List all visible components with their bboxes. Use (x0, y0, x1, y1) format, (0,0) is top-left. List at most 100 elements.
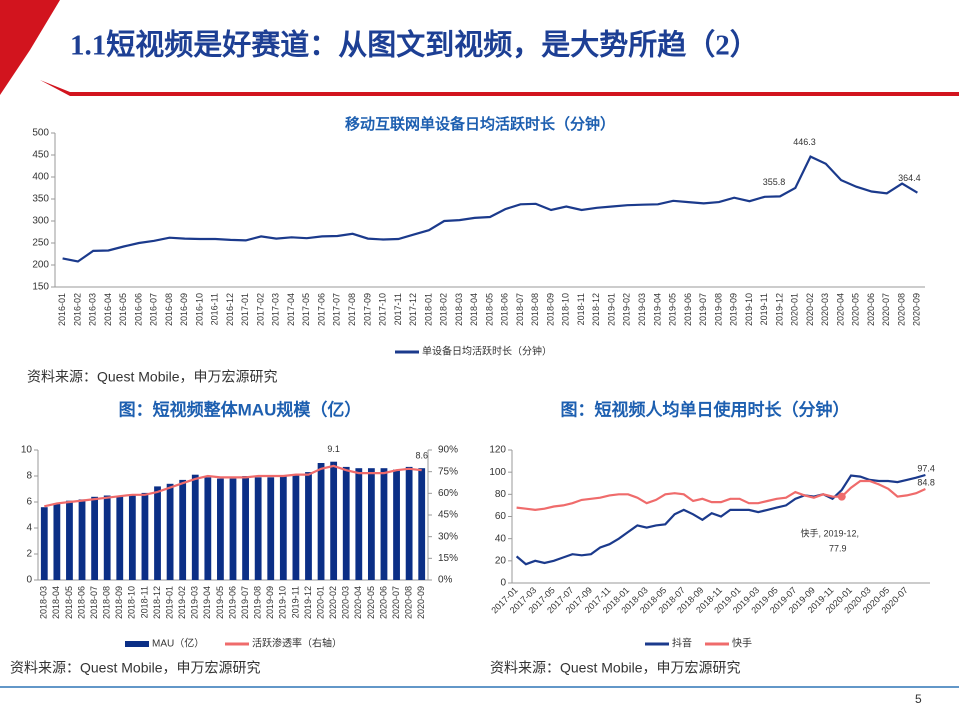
y-tick-label: 15% (438, 553, 458, 564)
x-tick-label: 2019-09 (265, 586, 275, 619)
x-tick-label: 2019-04 (202, 586, 212, 619)
y-tick-label: 500 (32, 128, 49, 139)
x-tick-label: 2017-05 (301, 293, 311, 326)
header-rule (40, 80, 959, 96)
x-tick-label: 2019-10 (278, 586, 288, 619)
bar (254, 477, 262, 580)
x-tick-label: 2019-06 (683, 293, 693, 326)
legend-swatch (125, 641, 149, 647)
chart-title: 移动互联网单设备日均活跃时长（分钟） (345, 115, 615, 133)
legend-label: 单设备日均活跃时长（分钟） (422, 345, 552, 358)
data-label: 84.8 (917, 477, 935, 487)
y-tick-label: 0 (26, 575, 32, 586)
x-tick-label: 2019-11 (290, 586, 300, 618)
highlight-marker (837, 492, 846, 501)
x-tick-label: 2018-12 (591, 293, 601, 326)
x-tick-label: 2018-06 (76, 586, 86, 619)
y-tick-label: 100 (489, 467, 506, 478)
x-tick-label: 2019-07 (240, 586, 250, 619)
source: 资料来源：Quest Mobile，申万宏源研究 (27, 369, 277, 385)
x-tick-label: 2019-05 (215, 586, 225, 619)
bar (91, 496, 99, 580)
source: 资料来源：Quest Mobile，申万宏源研究 (10, 660, 260, 676)
x-tick-label: 2019-12 (303, 586, 313, 619)
x-tick-label: 2016-03 (88, 293, 98, 326)
x-tick-label: 2017-08 (347, 293, 357, 326)
x-tick-label: 2016-08 (164, 293, 174, 326)
x-tick-label: 2018-08 (102, 586, 112, 619)
x-tick-label: 2020-06 (866, 293, 876, 326)
y-tick-label: 150 (32, 282, 49, 293)
x-tick-label: 2019-10 (744, 293, 754, 326)
x-tick-label: 2018-10 (561, 293, 571, 326)
x-tick-label: 2020-09 (912, 293, 922, 326)
slide-title: 1.1短视频是好赛道：从图文到视频，是大势所趋（2） (70, 28, 759, 62)
bar (103, 495, 111, 580)
legend-label: 活跃渗透率（右轴） (252, 637, 342, 650)
x-tick-label: 2018-09 (545, 293, 555, 326)
x-tick-label: 2020-04 (835, 293, 845, 326)
bar (380, 468, 388, 580)
y-tick-label: 45% (438, 510, 458, 521)
line (515, 473, 926, 566)
bar (179, 479, 187, 580)
x-tick-label: 2017-02 (255, 293, 265, 326)
data-label: 355.8 (763, 177, 786, 187)
x-tick-label: 2016-01 (57, 293, 67, 326)
bar (204, 477, 212, 580)
bar (78, 499, 86, 580)
y-tick-label: 200 (32, 260, 49, 271)
x-tick-label: 2018-03 (39, 586, 49, 619)
annotation: 快手, 2019-12, (800, 527, 859, 538)
y-tick-label: 4 (26, 523, 32, 534)
x-tick-label: 2019-08 (713, 293, 723, 326)
bar (330, 461, 338, 580)
y-tick-label: 350 (32, 194, 49, 205)
line (62, 155, 918, 263)
line (44, 464, 422, 508)
y-tick-label: 450 (32, 150, 49, 161)
bar (355, 468, 363, 580)
bar (154, 486, 161, 580)
x-tick-label: 2017-04 (286, 293, 296, 326)
y-tick-label: 80 (495, 489, 507, 500)
y-tick-label: 0 (500, 578, 506, 589)
x-tick-label: 2016-05 (118, 293, 128, 326)
bar (217, 478, 224, 580)
bar (141, 492, 149, 580)
bar (116, 495, 124, 580)
y-tick-label: 400 (32, 172, 49, 183)
x-tick-label: 2020-02 (328, 586, 338, 619)
x-tick-label: 2020-03 (341, 586, 351, 619)
x-tick-label: 2018-09 (114, 586, 124, 619)
data-label: 9.1 (327, 444, 340, 454)
x-tick-label: 2020-02 (805, 293, 815, 326)
bar (242, 476, 249, 580)
x-tick-label: 2020-01 (790, 293, 800, 326)
data-label: 97.4 (917, 463, 935, 473)
bar (191, 474, 199, 580)
y-tick-label: 300 (32, 216, 49, 227)
x-tick-label: 2019-01 (606, 293, 616, 326)
x-tick-label: 2017-12 (408, 293, 418, 326)
x-tick-label: 2016-12 (225, 293, 235, 326)
header-decoration (0, 0, 60, 95)
x-tick-label: 2016-07 (149, 293, 159, 326)
x-tick-label: 2017-01 (240, 293, 250, 326)
bar (305, 472, 312, 580)
bar (267, 477, 275, 580)
y-tick-label: 75% (438, 466, 458, 477)
x-tick-label: 2020-04 (353, 586, 363, 619)
x-tick-label: 2018-03 (454, 293, 464, 326)
y-tick-label: 8 (26, 471, 32, 482)
x-tick-label: 2018-01 (423, 293, 433, 326)
data-label: 8.6 (415, 451, 428, 461)
x-tick-label: 2018-05 (64, 586, 74, 619)
y-tick-label: 60% (438, 488, 458, 499)
x-tick-label: 2016-04 (103, 293, 113, 326)
x-tick-label: 2019-11 (759, 293, 769, 325)
x-tick-label: 2019-03 (190, 586, 200, 619)
x-tick-label: 2018-11 (139, 586, 149, 618)
